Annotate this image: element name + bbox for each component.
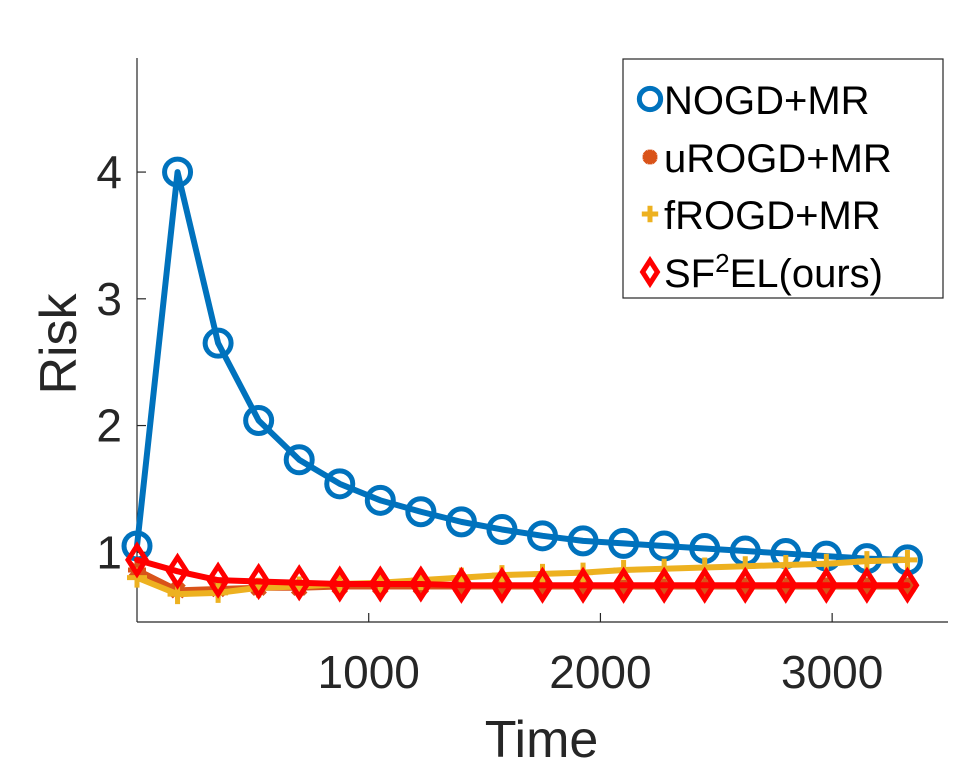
data-point — [364, 484, 396, 516]
data-point — [611, 566, 636, 604]
data-point — [854, 566, 879, 604]
legend-marker-icon — [639, 255, 661, 289]
data-point — [608, 527, 640, 559]
series-line — [134, 169, 911, 563]
x-axis-title: Time — [485, 711, 599, 769]
data-point — [162, 156, 194, 188]
data-point — [243, 404, 275, 436]
data-point — [897, 549, 918, 570]
data-point — [445, 506, 477, 538]
series-layer — [121, 156, 923, 605]
y-axis-title: Risk — [30, 292, 88, 394]
legend-item: NOGD+MR — [636, 79, 870, 123]
data-point — [165, 552, 190, 590]
x-tick-label: 2000 — [549, 646, 651, 698]
y-tick-label: 4 — [96, 146, 122, 198]
data-point — [246, 562, 271, 601]
data-point — [324, 468, 356, 500]
y-tick-label: 3 — [96, 273, 122, 325]
legend-marker-icon — [636, 85, 664, 113]
data-point — [733, 566, 758, 604]
data-point — [206, 561, 231, 599]
data-point — [327, 565, 352, 603]
data-point — [287, 564, 312, 602]
data-point — [692, 566, 717, 604]
data-point — [773, 566, 798, 604]
data-point — [125, 541, 149, 579]
data-point — [567, 525, 599, 557]
legend-label: SF2EL(ours) — [664, 248, 883, 296]
data-point — [489, 566, 514, 604]
data-point — [486, 513, 518, 545]
legend: NOGD+MR uROGD+MR fROGD+MR SF2EL(ours) — [622, 58, 944, 299]
data-point — [202, 327, 234, 359]
series-nogd-mr — [121, 156, 923, 576]
data-point — [814, 566, 839, 604]
legend-label: uROGD+MR — [664, 137, 892, 181]
legend-item: fROGD+MR — [641, 194, 881, 238]
data-point — [527, 520, 558, 552]
legend-item: SF2EL(ours) — [639, 248, 883, 296]
legend-item: uROGD+MR — [642, 137, 892, 181]
data-point — [368, 565, 393, 603]
data-point — [405, 496, 437, 528]
x-tick-label: 1000 — [318, 646, 420, 698]
y-tick-label: 1 — [96, 526, 122, 578]
axes: 1000 2000 3000 1 2 3 4 Time Risk — [30, 58, 948, 769]
data-point — [571, 566, 596, 604]
data-point — [530, 566, 555, 604]
data-point — [652, 566, 677, 604]
legend-label: NOGD+MR — [664, 79, 870, 123]
series-sf-el-ours- — [125, 541, 920, 604]
data-point — [449, 566, 474, 604]
data-point — [408, 565, 433, 603]
legend-label: fROGD+MR — [664, 194, 881, 238]
data-point — [895, 566, 920, 604]
x-tick-label: 3000 — [781, 646, 883, 698]
legend-marker-icon — [641, 205, 659, 223]
legend-marker-icon — [642, 149, 658, 165]
legend-box — [622, 58, 944, 299]
y-tick-label: 2 — [96, 400, 122, 452]
data-point — [283, 444, 315, 476]
